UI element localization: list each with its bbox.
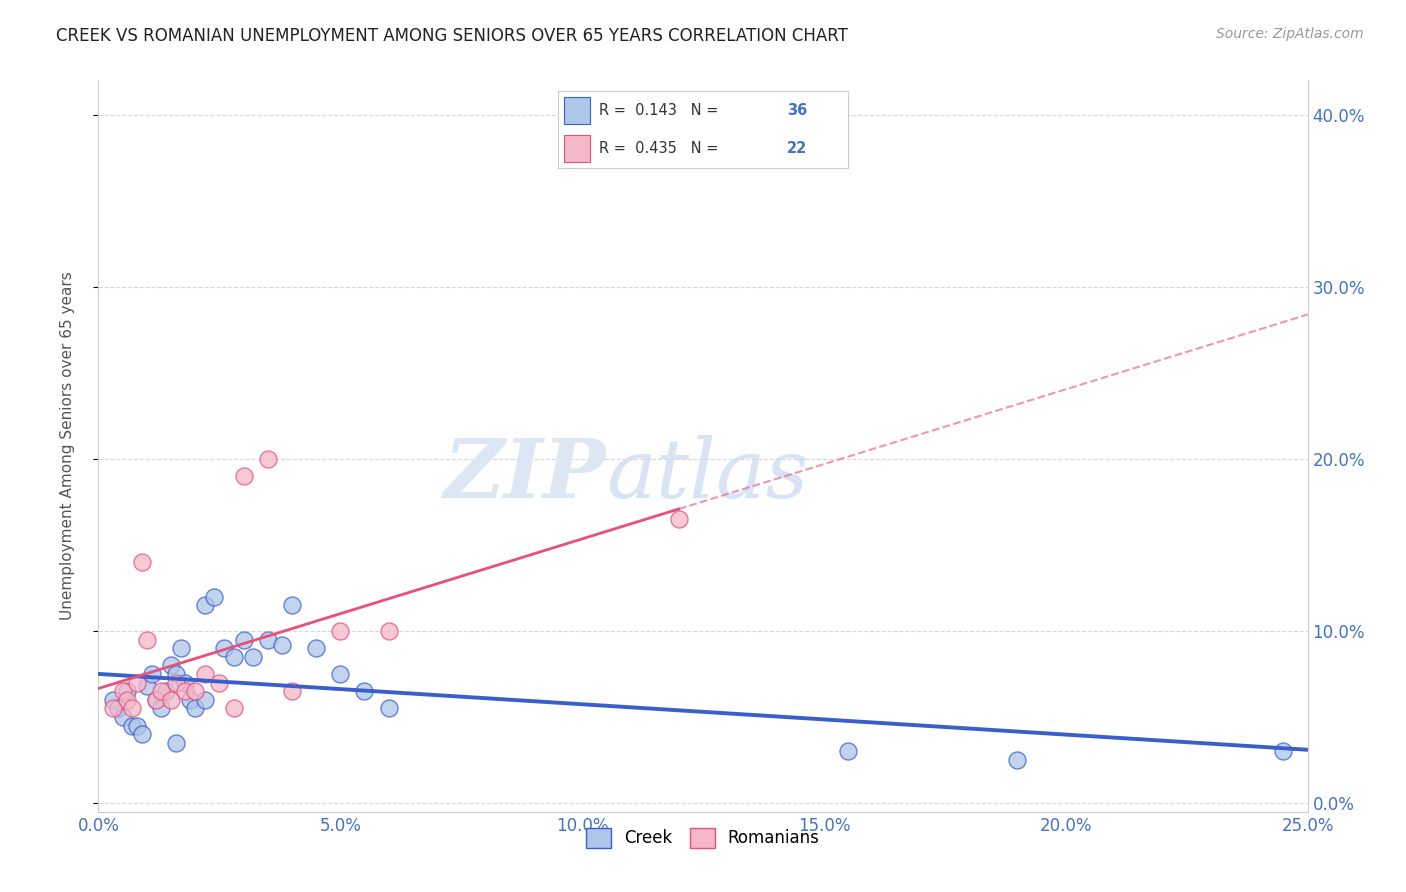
Point bbox=[121, 701, 143, 715]
Point bbox=[204, 590, 226, 604]
Point bbox=[208, 675, 231, 690]
Point bbox=[232, 632, 254, 647]
Point bbox=[1007, 753, 1029, 767]
Point bbox=[111, 710, 134, 724]
Text: Source: ZipAtlas.com: Source: ZipAtlas.com bbox=[1216, 27, 1364, 41]
Point bbox=[131, 555, 153, 569]
Legend: Creek, Romanians: Creek, Romanians bbox=[579, 821, 827, 855]
Point bbox=[837, 744, 859, 758]
Point bbox=[1272, 744, 1295, 758]
Point bbox=[135, 632, 157, 647]
Point bbox=[107, 701, 129, 715]
Point bbox=[668, 512, 690, 526]
Text: ZIP: ZIP bbox=[444, 435, 606, 516]
Point bbox=[117, 684, 139, 698]
Point bbox=[281, 598, 304, 612]
Point bbox=[222, 701, 245, 715]
Point bbox=[165, 736, 187, 750]
Text: CREEK VS ROMANIAN UNEMPLOYMENT AMONG SENIORS OVER 65 YEARS CORRELATION CHART: CREEK VS ROMANIAN UNEMPLOYMENT AMONG SEN… bbox=[56, 27, 848, 45]
Point bbox=[184, 701, 207, 715]
Point bbox=[101, 701, 124, 715]
Point bbox=[329, 624, 352, 638]
Point bbox=[155, 684, 177, 698]
Point bbox=[222, 649, 245, 664]
Point bbox=[165, 667, 187, 681]
Point bbox=[194, 693, 217, 707]
Point bbox=[281, 684, 304, 698]
Point bbox=[150, 701, 173, 715]
Point bbox=[353, 684, 375, 698]
Point bbox=[174, 684, 197, 698]
Point bbox=[141, 667, 163, 681]
Point bbox=[169, 641, 191, 656]
Point bbox=[232, 469, 254, 483]
Point bbox=[377, 701, 399, 715]
Point bbox=[117, 693, 139, 707]
Point bbox=[131, 727, 153, 741]
Point bbox=[184, 684, 207, 698]
Point bbox=[127, 719, 149, 733]
Point bbox=[179, 693, 201, 707]
Point bbox=[174, 675, 197, 690]
Point bbox=[111, 684, 134, 698]
Point bbox=[165, 675, 187, 690]
Point bbox=[127, 675, 149, 690]
Point bbox=[101, 693, 124, 707]
Point bbox=[194, 667, 217, 681]
Text: atlas: atlas bbox=[606, 435, 808, 516]
Point bbox=[135, 679, 157, 693]
Point bbox=[212, 641, 235, 656]
Point bbox=[256, 451, 278, 466]
Point bbox=[150, 684, 173, 698]
Point bbox=[145, 693, 167, 707]
Point bbox=[160, 693, 183, 707]
Point bbox=[329, 667, 352, 681]
Point bbox=[271, 638, 294, 652]
Point bbox=[121, 719, 143, 733]
Y-axis label: Unemployment Among Seniors over 65 years: Unemployment Among Seniors over 65 years bbox=[60, 272, 75, 620]
Point bbox=[305, 641, 328, 656]
Point bbox=[242, 649, 264, 664]
Point bbox=[377, 624, 399, 638]
Point bbox=[145, 693, 167, 707]
Point bbox=[194, 598, 217, 612]
Point bbox=[256, 632, 278, 647]
Point bbox=[160, 658, 183, 673]
